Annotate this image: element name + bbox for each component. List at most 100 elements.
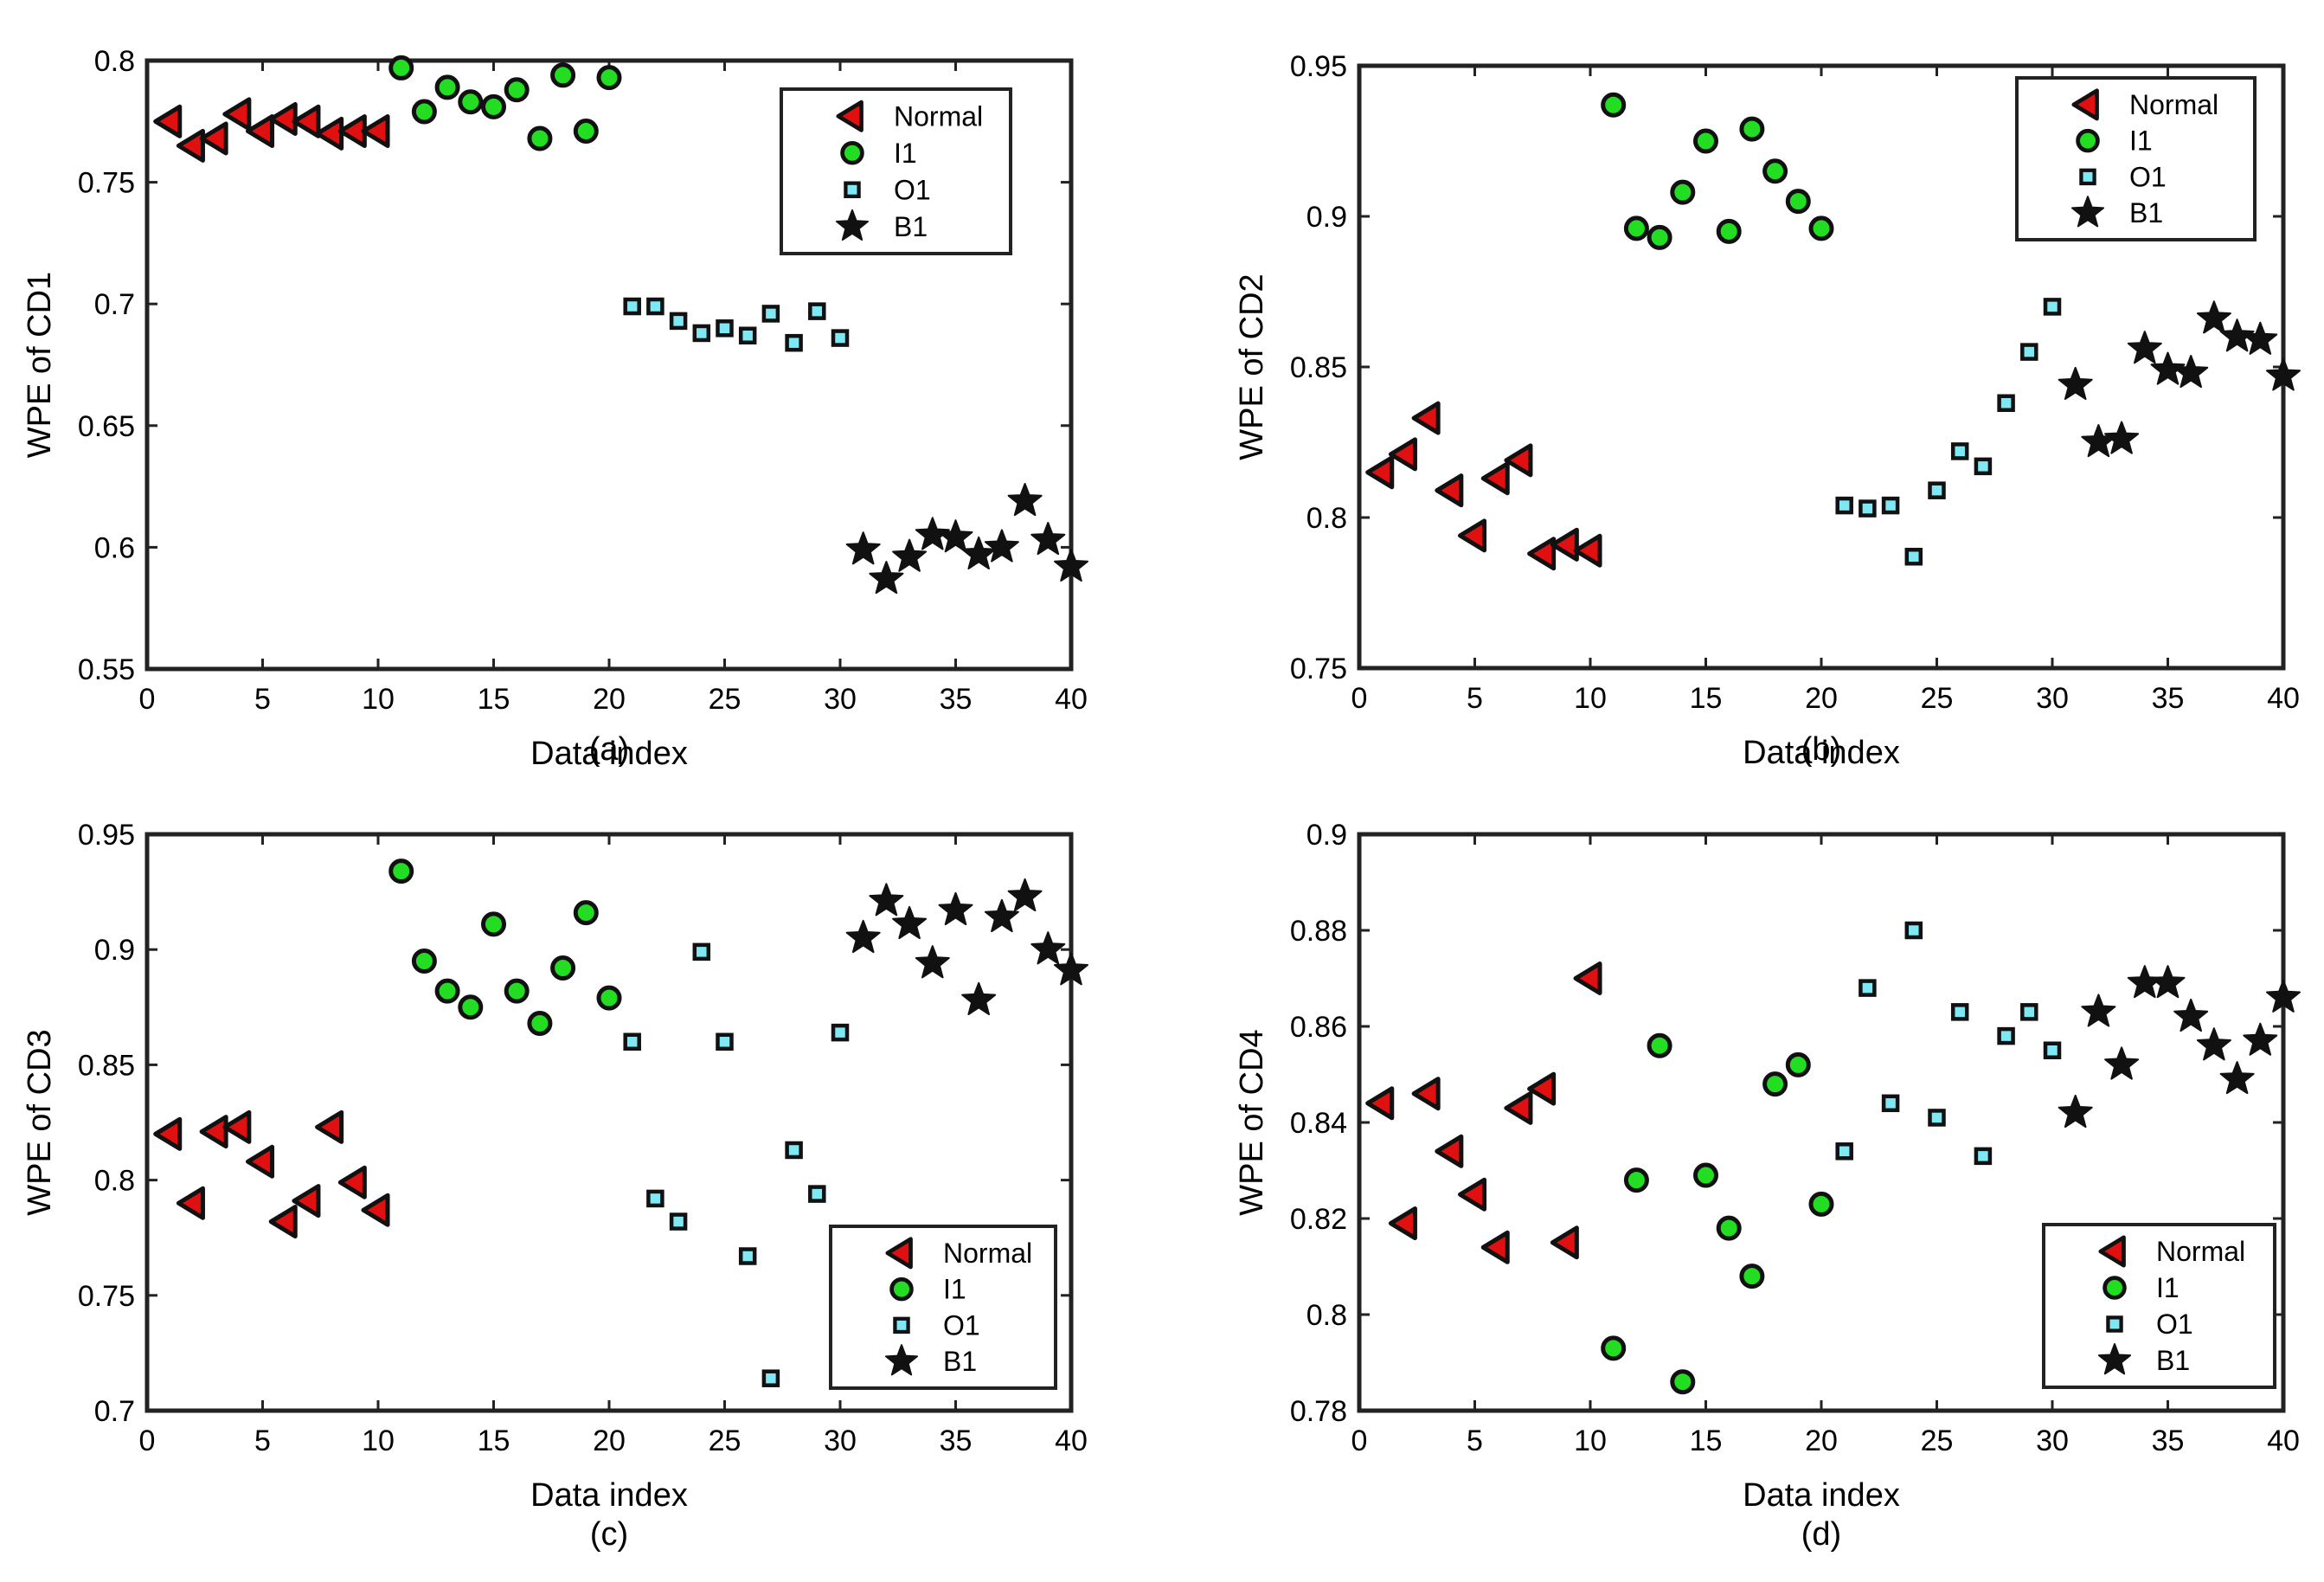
data-point-b1 xyxy=(2243,1022,2278,1056)
x-tick-label: 5 xyxy=(1467,682,1483,715)
x-tick-label: 35 xyxy=(940,1424,973,1457)
data-point-normal xyxy=(1573,533,1602,568)
data-point-b1 xyxy=(1007,878,1043,912)
data-point-o1 xyxy=(1974,457,1993,476)
data-point-b1 xyxy=(2266,979,2301,1013)
data-point-o1 xyxy=(669,312,688,331)
data-point-o1 xyxy=(1950,1003,1969,1021)
x-tick-label: 40 xyxy=(2267,682,2300,715)
data-point-b1 xyxy=(2219,318,2255,352)
data-point-i1 xyxy=(388,55,414,80)
data-point-o1 xyxy=(1950,442,1969,460)
data-point-normal xyxy=(1365,1086,1395,1121)
data-point-i1 xyxy=(458,89,484,115)
y-tick-label: 0.9 xyxy=(1306,201,1347,234)
panel-caption: (c) xyxy=(590,1516,628,1553)
data-point-normal xyxy=(1550,1225,1579,1260)
data-point-normal xyxy=(1388,1206,1417,1241)
y-axis-label: WPE of CD2 xyxy=(1234,273,1270,460)
data-point-normal xyxy=(199,121,228,156)
data-point-i1 xyxy=(411,99,437,125)
data-point-b1 xyxy=(2173,998,2209,1032)
data-point-i1 xyxy=(1623,1167,1649,1193)
legend-marker-normal xyxy=(2071,88,2099,121)
data-point-b1 xyxy=(869,561,904,595)
x-tick-label: 10 xyxy=(1574,1424,1607,1457)
legend-marker-b1 xyxy=(835,209,870,241)
data-point-o1 xyxy=(1974,1147,1993,1166)
y-axis-label: WPE of CD3 xyxy=(22,1029,58,1215)
data-point-normal xyxy=(1458,1177,1487,1212)
legend-marker-i1 xyxy=(2103,1276,2127,1300)
y-tick-label: 0.95 xyxy=(1290,50,1347,83)
data-point-i1 xyxy=(1601,92,1627,118)
data-point-i1 xyxy=(550,62,576,88)
data-point-i1 xyxy=(1647,1032,1672,1058)
x-tick-label: 5 xyxy=(1467,1424,1483,1457)
data-point-o1 xyxy=(669,1212,688,1231)
x-tick-label: 20 xyxy=(593,683,626,716)
data-point-b1 xyxy=(869,883,904,916)
data-point-o1 xyxy=(1904,921,1923,940)
data-point-normal xyxy=(268,1205,298,1239)
data-point-normal xyxy=(268,101,298,136)
data-point-i1 xyxy=(434,74,460,100)
data-point-o1 xyxy=(785,1141,803,1160)
legend: Normal I1 O1 B1 xyxy=(780,87,1012,255)
data-point-normal xyxy=(246,1144,275,1179)
data-point-normal xyxy=(1411,401,1441,435)
data-point-b1 xyxy=(2243,321,2278,355)
x-tick-label: 5 xyxy=(254,1424,271,1457)
data-point-b1 xyxy=(938,891,973,926)
data-point-i1 xyxy=(1670,179,1696,205)
data-point-i1 xyxy=(1808,215,1834,241)
data-point-i1 xyxy=(1716,1215,1742,1241)
y-tick-label: 0.8 xyxy=(94,45,135,78)
y-tick-label: 0.9 xyxy=(94,934,135,967)
data-point-b1 xyxy=(845,919,881,954)
data-point-o1 xyxy=(738,1247,757,1265)
data-point-i1 xyxy=(1601,1335,1627,1361)
data-point-normal xyxy=(153,1116,183,1151)
y-tick-label: 0.84 xyxy=(1290,1107,1347,1140)
panel-caption: (a) xyxy=(589,731,629,768)
data-point-b1 xyxy=(1007,483,1043,517)
data-point-b1 xyxy=(1054,952,1088,986)
legend-label-o1: O1 xyxy=(2156,1309,2193,1340)
data-point-o1 xyxy=(808,1185,826,1203)
data-point-o1 xyxy=(2043,298,2062,316)
data-point-b1 xyxy=(2150,965,2186,999)
data-point-b1 xyxy=(1030,522,1066,556)
data-point-o1 xyxy=(716,319,734,338)
legend-label-i1: I1 xyxy=(2129,125,2153,157)
data-point-normal xyxy=(1411,1077,1441,1111)
x-tick-label: 10 xyxy=(362,683,395,716)
legend-marker-o1 xyxy=(2106,1315,2123,1333)
data-point-o1 xyxy=(1928,1109,1946,1127)
legend-label-i1: I1 xyxy=(2156,1272,2180,1303)
x-tick-label: 25 xyxy=(709,683,741,716)
x-axis-label: Data index xyxy=(1743,1477,1900,1514)
data-point-normal xyxy=(1480,461,1510,496)
data-point-o1 xyxy=(1835,496,1853,515)
legend-label-normal: Normal xyxy=(894,100,983,132)
legend-marker-normal xyxy=(836,100,863,132)
data-point-normal xyxy=(337,1165,367,1199)
data-point-o1 xyxy=(1859,499,1877,518)
data-point-b1 xyxy=(915,945,950,979)
x-tick-label: 25 xyxy=(709,1424,741,1457)
panel-1: 0 5 10 15 20 25 30 35 40 0.55 0.6 0.65 0.7 0.75 0.8 Dat… xyxy=(22,45,1088,772)
x-tick-label: 0 xyxy=(1351,682,1368,715)
data-point-i1 xyxy=(1785,1051,1811,1077)
legend-label-normal: Normal xyxy=(2129,89,2218,120)
data-point-i1 xyxy=(1739,116,1765,142)
y-tick-label: 0.7 xyxy=(94,1395,135,1428)
data-point-normal xyxy=(315,116,344,151)
data-point-b1 xyxy=(2219,1061,2255,1095)
legend-label-b1: B1 xyxy=(894,211,928,242)
data-point-i1 xyxy=(434,978,460,1004)
data-point-normal xyxy=(361,114,390,149)
data-point-normal xyxy=(1527,1071,1557,1106)
data-point-o1 xyxy=(761,305,780,323)
data-point-o1 xyxy=(623,1032,641,1051)
